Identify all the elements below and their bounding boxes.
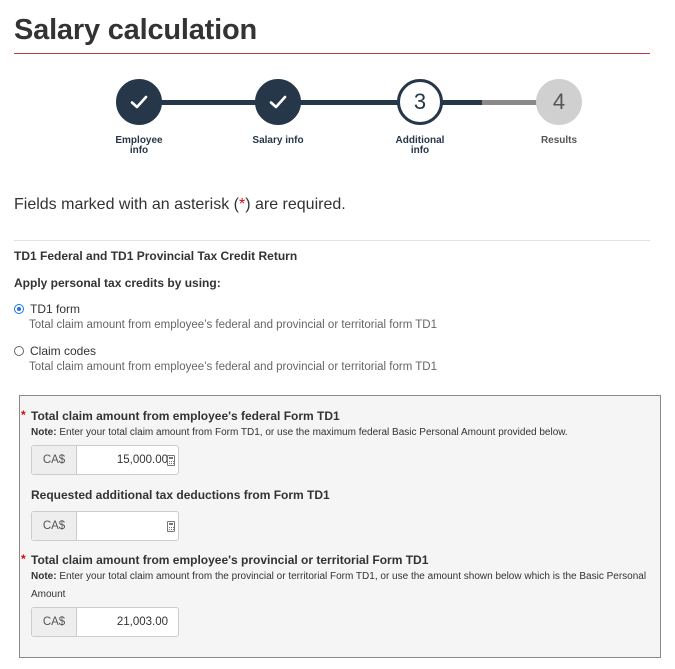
required-asterisk-federal: * [21, 408, 26, 422]
additional-deductions-input[interactable] [77, 512, 178, 540]
radio-label-claim-codes[interactable]: Claim codes [30, 344, 97, 358]
additional-deductions-label: Requested additional tax deductions from… [31, 488, 330, 502]
federal-claim-note: Note: Enter your total claim amount from… [31, 424, 656, 442]
section-heading: TD1 Federal and TD1 Provincial Tax Credi… [14, 249, 298, 263]
step-2-salary-info[interactable] [255, 79, 301, 125]
provincial-claim-label: Total claim amount from employee's provi… [31, 553, 429, 567]
note-label: Note: [31, 571, 57, 582]
step-label-additional-info: Additional info [395, 135, 445, 156]
provincial-claim-note: Note: Enter your total claim amount from… [31, 568, 656, 604]
currency-prefix: CA$ [32, 512, 77, 540]
radio-label-td1-form[interactable]: TD1 form [30, 302, 81, 316]
calculator-icon[interactable] [167, 455, 175, 466]
step-label-employee-info: Employee info [115, 135, 163, 156]
calculator-icon[interactable] [167, 521, 175, 532]
note-text: Enter your total claim amount from Form … [56, 427, 568, 438]
provincial-claim-input-group[interactable]: CA$ 21,003.00 [31, 607, 179, 637]
check-icon [269, 95, 287, 109]
note-text: Enter your total claim amount from the p… [31, 571, 647, 600]
step-1-employee-info[interactable] [116, 79, 162, 125]
radio-button-td1-form[interactable] [14, 304, 24, 314]
step-connector-3-4-remaining [482, 100, 559, 105]
required-note-text-end: ) are required. [245, 196, 346, 213]
radio-description-td1-form: Total claim amount from employee’s feder… [29, 319, 437, 331]
radio-option-td1-form[interactable]: TD1 form [14, 302, 80, 316]
step-connector-1-2 [139, 100, 278, 105]
currency-prefix: CA$ [32, 446, 77, 474]
required-asterisk-provincial: * [21, 552, 26, 566]
currency-prefix: CA$ [32, 608, 77, 636]
additional-deductions-input-group[interactable]: CA$ [31, 511, 179, 541]
provincial-claim-value: 21,003.00 [116, 616, 168, 628]
step-label-results: Results [540, 135, 578, 146]
step-number: 4 [552, 89, 566, 114]
title-divider [14, 53, 650, 54]
federal-claim-value: 15,000.00 [116, 454, 168, 466]
provincial-claim-input[interactable]: 21,003.00 [77, 608, 178, 636]
step-connector-3-4-complete [420, 100, 482, 105]
radio-option-claim-codes[interactable]: Claim codes [14, 344, 96, 358]
apply-credits-heading: Apply personal tax credits by using: [14, 276, 221, 290]
step-number: 3 [413, 89, 427, 114]
federal-claim-label: Total claim amount from employee's feder… [31, 409, 340, 423]
check-icon [130, 95, 148, 109]
step-4-results: 4 [536, 79, 582, 125]
section-divider [14, 240, 650, 241]
federal-claim-input-group[interactable]: CA$ 15,000.00 [31, 445, 179, 475]
step-3-additional-info[interactable]: 3 [397, 79, 443, 125]
radio-button-claim-codes[interactable] [14, 346, 24, 356]
federal-claim-input[interactable]: 15,000.00 [77, 446, 178, 474]
radio-description-claim-codes: Total claim amount from employee’s feder… [29, 361, 437, 373]
note-label: Note: [31, 427, 57, 438]
required-fields-note: Fields marked with an asterisk (*) are r… [14, 196, 346, 214]
step-connector-2-3 [278, 100, 420, 105]
required-note-text: Fields marked with an asterisk ( [14, 196, 239, 213]
required-asterisk: * [238, 196, 246, 213]
page-title: Salary calculation [14, 14, 258, 46]
step-label-salary-info: Salary info [252, 135, 304, 146]
